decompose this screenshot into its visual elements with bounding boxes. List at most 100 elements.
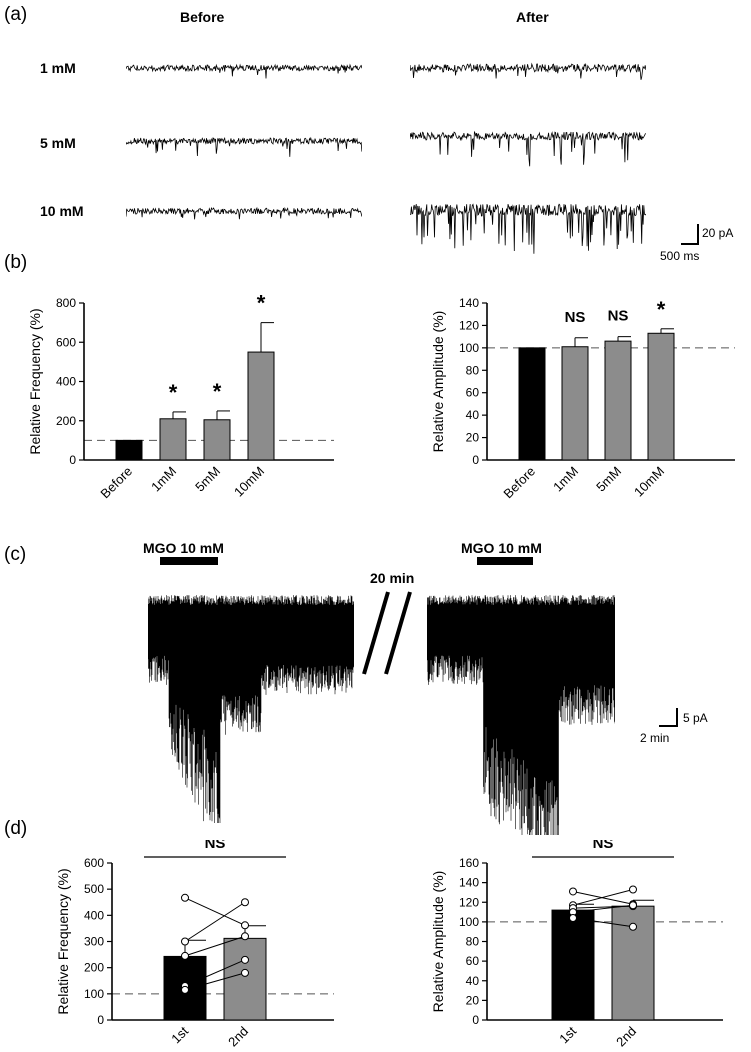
drug-bar-2 xyxy=(477,557,533,565)
paired-line xyxy=(572,917,634,928)
x-tick-label-1mM: 1mM xyxy=(148,464,179,495)
y-tick-label: 100 xyxy=(459,341,479,355)
x-tick-label-5mM: 5mM xyxy=(593,464,624,495)
y-tick-label: 20 xyxy=(466,431,480,445)
y-tick-label: 0 xyxy=(69,453,76,467)
paired-line xyxy=(572,904,634,913)
trace-after-10mm xyxy=(410,203,646,254)
bar-1st xyxy=(551,909,595,1021)
x-tick-label-2nd: 2nd xyxy=(225,1024,251,1050)
long-trace-first xyxy=(148,595,354,823)
x-tick-label-1st: 1st xyxy=(168,1023,191,1046)
x-tick-label-1mM: 1mM xyxy=(550,464,581,495)
data-point-2nd xyxy=(629,901,637,910)
paired-line xyxy=(184,897,246,926)
significance-label: * xyxy=(169,380,178,405)
paired-line xyxy=(184,935,246,957)
y-tick-label: 60 xyxy=(466,954,480,968)
bar-10mM xyxy=(647,332,675,461)
panel-b-letter: (b) xyxy=(4,252,28,273)
chart-d-frequency: Relative Frequency (%) 0 100 200 300 400 500 60… xyxy=(55,840,334,1050)
data-point-2nd xyxy=(241,968,249,977)
data-point-2nd xyxy=(241,955,249,964)
y-tick-label: 160 xyxy=(459,856,479,870)
row-label-1mm: 1 mM xyxy=(40,60,76,76)
y-tick-label: 100 xyxy=(84,987,104,1001)
chart-d-amplitude: Relative Amplitude (%) 0 20 40 60 80 100 120 140… xyxy=(430,840,723,1050)
y-axis-label: Relative Frequency (%) xyxy=(27,308,43,454)
break-marks xyxy=(362,591,412,675)
scale-a-current: 20 pA xyxy=(702,226,734,240)
data-point-1st xyxy=(569,887,577,896)
data-point-1st xyxy=(181,985,189,994)
y-tick-label: 500 xyxy=(84,882,104,896)
x-tick-label-10mM: 10mM xyxy=(231,464,267,500)
scale-c-time: 2 min xyxy=(640,731,670,745)
x-tick-label-10mM: 10mM xyxy=(631,464,667,500)
x-tick-label-Before: Before xyxy=(97,464,135,500)
bar-2nd xyxy=(223,937,267,1021)
chart-b-amplitude: Relative Amplitude (%) 0 20 40 60 80 100 120 140… xyxy=(430,296,735,500)
data-point-2nd xyxy=(629,922,637,931)
drug-label-2: MGO 10 mM xyxy=(461,540,542,556)
bar-Before xyxy=(518,347,546,461)
y-tick-label: 400 xyxy=(56,375,76,389)
y-tick-label: 0 xyxy=(97,1013,104,1027)
significance-label: NS xyxy=(565,309,586,326)
significance-label: * xyxy=(257,291,266,316)
panel-a-letter: (a) xyxy=(4,4,28,25)
row-label-10mm: 10 mM xyxy=(40,203,84,219)
y-tick-label: 40 xyxy=(466,408,480,422)
trace-before-1mm xyxy=(126,63,362,79)
y-tick-label: 120 xyxy=(459,318,479,332)
bar-5mM xyxy=(604,340,632,461)
y-tick-label: 80 xyxy=(466,363,480,377)
scale-bar-c xyxy=(659,708,678,727)
chart-b-frequency: Relative Frequency (%) 0 200 400 600 800 Befor… xyxy=(27,291,334,500)
y-tick-label: 120 xyxy=(459,895,479,909)
paired-line xyxy=(184,972,246,991)
bracket-label: NS xyxy=(593,840,614,852)
long-trace-second xyxy=(427,595,615,835)
x-tick-label-2nd: 2nd xyxy=(613,1024,639,1050)
x-tick-label-Before: Before xyxy=(500,464,538,500)
y-tick-label: 300 xyxy=(84,935,104,949)
y-axis-label: Relative Frequency (%) xyxy=(55,868,71,1014)
bar-Before xyxy=(115,439,143,461)
bar-5mM xyxy=(203,419,231,461)
x-tick-label-1st: 1st xyxy=(556,1023,579,1046)
drug-label-1: MGO 10 mM xyxy=(143,540,224,556)
bar-10mM xyxy=(247,351,275,461)
bar-1mM xyxy=(159,418,187,461)
significance-label: * xyxy=(657,297,666,322)
data-point-1st xyxy=(181,951,189,960)
row-label-5mm: 5 mM xyxy=(40,135,76,151)
trace-after-1mm xyxy=(410,62,646,80)
trace-before-5mm xyxy=(126,136,362,157)
y-axis-label: Relative Amplitude (%) xyxy=(430,871,446,1013)
after-header: After xyxy=(516,9,549,25)
data-point-2nd xyxy=(241,921,249,930)
significance-label: NS xyxy=(608,308,629,325)
data-point-2nd xyxy=(241,932,249,941)
drug-bar-1 xyxy=(160,557,218,565)
trace-before-10mm xyxy=(126,206,362,220)
y-tick-label: 400 xyxy=(84,908,104,922)
y-tick-label: 200 xyxy=(84,961,104,975)
y-tick-label: 40 xyxy=(466,974,480,988)
trace-after-5mm xyxy=(410,130,646,167)
scale-c-current: 5 pA xyxy=(683,711,708,725)
data-point-2nd xyxy=(241,898,249,907)
paired-line xyxy=(184,901,246,942)
gap-label: 20 min xyxy=(370,570,415,586)
scale-bar-a xyxy=(681,224,699,245)
y-tick-label: 600 xyxy=(56,335,76,349)
y-tick-label: 80 xyxy=(466,935,480,949)
bracket-label: NS xyxy=(205,840,226,852)
paired-line xyxy=(184,959,246,987)
y-tick-label: 0 xyxy=(472,453,479,467)
significance-label: * xyxy=(213,379,222,404)
y-tick-label: 600 xyxy=(84,856,104,870)
y-tick-label: 20 xyxy=(466,993,480,1007)
y-tick-label: 60 xyxy=(466,386,480,400)
